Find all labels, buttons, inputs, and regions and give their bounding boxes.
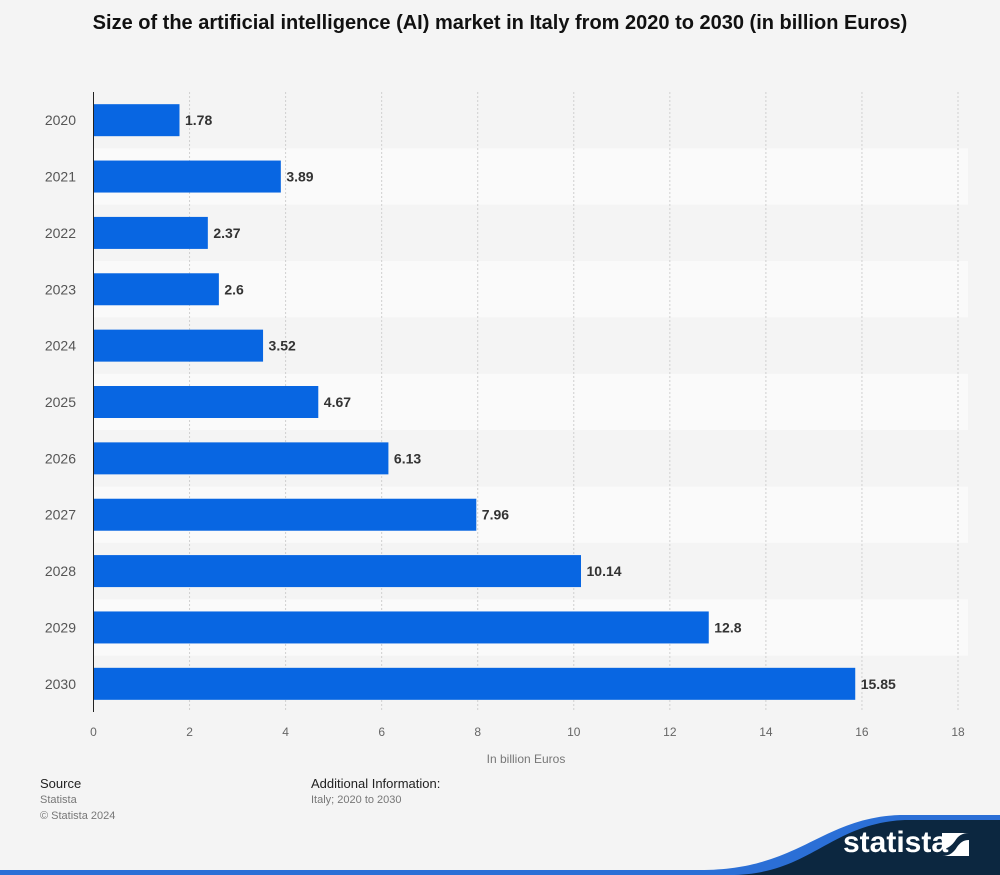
x-tick-label: 12 <box>663 725 677 739</box>
x-tick-label: 16 <box>855 725 869 739</box>
y-tick-label: 2024 <box>45 338 76 354</box>
source-label: Source <box>40 776 82 791</box>
additional-info-value: Italy; 2020 to 2030 <box>311 794 402 806</box>
y-tick-label: 2022 <box>45 225 76 241</box>
y-tick-label: 2021 <box>45 169 76 185</box>
bar-2026[interactable] <box>94 442 389 475</box>
bar-2024[interactable] <box>94 329 264 362</box>
row-band <box>93 261 968 318</box>
value-labels: 1.78 3.89 2.37 2.6 3.52 4.67 6.13 7.96 10.14 12.8… <box>185 112 896 692</box>
source-block: Source Statista © Statista 2024 <box>40 776 115 824</box>
value-label: 4.67 <box>324 394 351 410</box>
bar-2025[interactable] <box>94 386 319 418</box>
value-label: 15.85 <box>861 676 896 692</box>
y-tick-label: 2030 <box>45 676 76 692</box>
bar-2027[interactable] <box>94 498 477 531</box>
bar-2029[interactable] <box>94 611 709 644</box>
bar-2030[interactable] <box>94 667 856 700</box>
x-tick-label: 10 <box>567 725 581 739</box>
x-tick-label: 0 <box>90 725 97 739</box>
bar-2023[interactable] <box>94 273 219 306</box>
x-tick-label: 4 <box>282 725 289 739</box>
bar-2022[interactable] <box>94 216 208 249</box>
bar-2021[interactable] <box>94 160 281 193</box>
value-label: 6.13 <box>394 450 421 466</box>
x-tick-label: 18 <box>951 725 965 739</box>
additional-info-label: Additional Information: <box>311 776 441 791</box>
y-axis-labels: 2020 2021 2022 2023 2024 2025 2026 2027 2028 2029… <box>45 112 76 692</box>
x-tick-label: 8 <box>474 725 481 739</box>
bar-2020[interactable] <box>94 104 180 137</box>
x-axis-label: In billion Euros <box>487 752 566 766</box>
x-tick-label: 14 <box>759 725 773 739</box>
value-label: 7.96 <box>482 507 509 523</box>
y-tick-label: 2028 <box>45 563 76 579</box>
bars <box>94 104 856 700</box>
x-axis-ticks: 0 2 4 6 8 10 12 14 16 18 <box>90 725 965 739</box>
y-tick-label: 2025 <box>45 394 76 410</box>
x-tick-label: 6 <box>378 725 385 739</box>
row-band <box>93 204 968 262</box>
y-tick-label: 2020 <box>45 112 76 128</box>
y-tick-label: 2026 <box>45 450 76 466</box>
bar-chart: 1.78 3.89 2.37 2.6 3.52 4.67 6.13 7.96 10.14 12.8… <box>44 92 968 766</box>
value-label: 10.14 <box>587 563 622 579</box>
value-label: 12.8 <box>714 619 741 635</box>
row-band <box>93 92 968 149</box>
y-tick-label: 2023 <box>45 281 76 297</box>
value-label: 2.6 <box>224 281 244 297</box>
value-label: 3.89 <box>286 169 313 185</box>
source-value[interactable]: Statista <box>40 794 77 806</box>
y-tick-label: 2029 <box>45 619 76 635</box>
additional-info-block: Additional Information: Italy; 2020 to 2… <box>311 776 440 808</box>
copyright: © Statista 2024 <box>40 810 116 822</box>
bar-2028[interactable] <box>94 555 582 588</box>
statista-logo[interactable]: statista <box>843 826 949 859</box>
value-label: 2.37 <box>213 225 240 241</box>
value-label: 3.52 <box>269 338 296 354</box>
x-tick-label: 2 <box>186 725 193 739</box>
y-tick-label: 2027 <box>45 507 76 523</box>
chart-title: Size of the artificial intelligence (AI)… <box>92 12 908 34</box>
value-label: 1.78 <box>185 112 212 128</box>
